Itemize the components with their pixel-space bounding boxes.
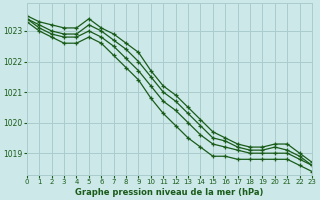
X-axis label: Graphe pression niveau de la mer (hPa): Graphe pression niveau de la mer (hPa) [75,188,264,197]
